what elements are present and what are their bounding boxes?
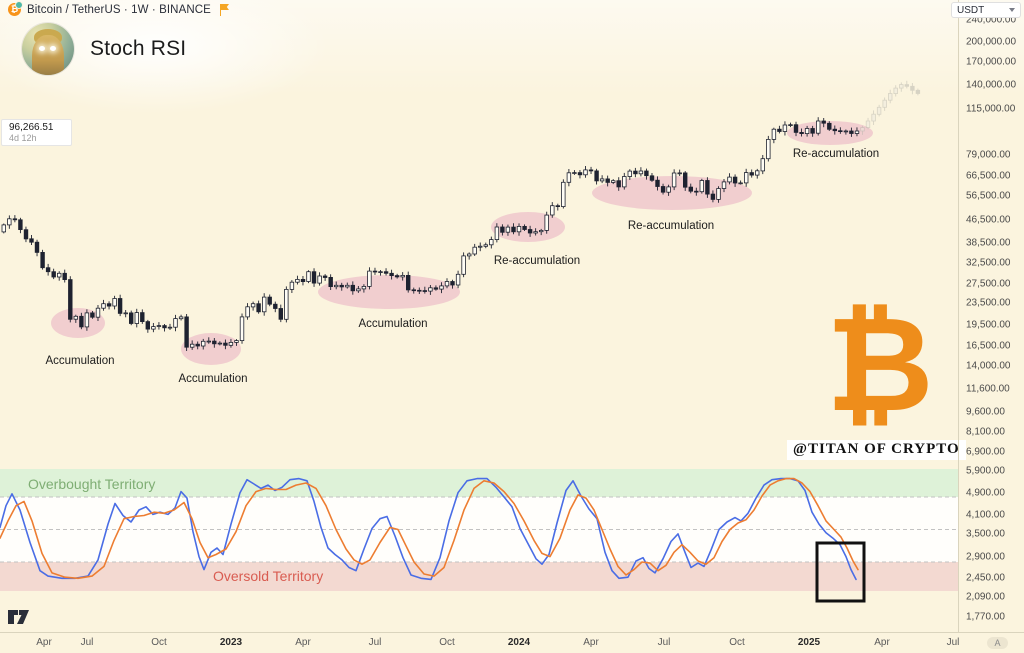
- overbought-territory-label: Overbought Territory: [28, 476, 156, 492]
- price-tick-label: 2,090.00: [966, 591, 1005, 603]
- time-tick-label: Jul: [80, 637, 94, 648]
- accumulation-label: Accumulation: [358, 318, 428, 330]
- price-tick-label: 9,600.00: [966, 406, 1005, 418]
- accumulation-label: Accumulation: [45, 355, 115, 367]
- time-axis-separator: [0, 632, 1024, 633]
- avatar: [22, 23, 74, 75]
- zone-ellipse: [181, 333, 241, 365]
- auto-scale-button[interactable]: A: [987, 637, 1008, 649]
- time-tick-label: Oct: [439, 637, 455, 648]
- price-axis[interactable]: 240,000.00 200,000.00 170,000.00 140,000.00…: [958, 0, 1024, 632]
- time-axis[interactable]: Apr Jul Oct 2023 Apr Jul Oct 2024 Apr Jul Oct 2025 A…: [0, 632, 960, 653]
- price-tick-label: 4,900.00: [966, 487, 1005, 499]
- time-tick-label: Jul: [368, 637, 382, 648]
- tradingview-logo[interactable]: [8, 610, 32, 626]
- re-accumulation-label: Re-accumulation: [627, 220, 715, 232]
- avatar-figure: [32, 35, 64, 75]
- time-tick-label: Oct: [151, 637, 167, 648]
- price-tick-label: 79,000.00: [966, 149, 1011, 161]
- price-tick-label: 3,500.00: [966, 528, 1005, 540]
- time-tick-label: 2025: [797, 637, 821, 648]
- time-tick-label: Jul: [946, 637, 960, 648]
- price-tick-label: 1,770.00: [966, 611, 1005, 623]
- currency-dropdown[interactable]: USDT: [951, 2, 1021, 18]
- candlestick-series: [1, 117, 860, 351]
- price-tick-label: 4,100.00: [966, 509, 1005, 521]
- bar-countdown: 4d 12h: [9, 133, 37, 143]
- price-tick-label: 19,500.00: [966, 319, 1011, 331]
- avatar-eye: [39, 46, 45, 51]
- current-price-value: 96,266.51: [9, 122, 54, 133]
- chevron-down-icon: [1009, 8, 1015, 12]
- re-accumulation-label: Re-accumulation: [792, 148, 880, 160]
- price-tick-label: 56,500.00: [966, 190, 1011, 202]
- accumulation-label: Accumulation: [178, 373, 248, 385]
- price-tick-label: 27,500.00: [966, 278, 1011, 289]
- zone-ellipse: [318, 275, 460, 309]
- zone-ellipse: [592, 176, 752, 210]
- price-tick-label: 140,000.00: [966, 79, 1017, 91]
- flag-icon[interactable]: [219, 3, 230, 16]
- projection-candles: [860, 80, 921, 135]
- indicator-title-block: Stoch RSI: [22, 23, 186, 75]
- price-tick-label: 46,500.00: [966, 214, 1011, 226]
- symbol-title[interactable]: Bitcoin / TetherUS · 1W · BINANCE: [27, 3, 211, 16]
- price-tick-label: 38,500.00: [966, 237, 1011, 248]
- price-tick-label: 170,000.00: [966, 56, 1017, 68]
- bitcoin-watermark-icon: ₿: [826, 288, 934, 442]
- avatar-eye: [50, 46, 56, 51]
- zone-ellipse: [787, 121, 873, 145]
- price-tick-label: 11,600.00: [966, 383, 1010, 394]
- time-tick-label: 2023: [219, 637, 243, 648]
- symbol-header: ₿ Bitcoin / TetherUS · 1W · BINANCE: [8, 1, 230, 17]
- time-tick-label: Apr: [874, 637, 890, 648]
- tether-badge-icon: [15, 1, 23, 9]
- price-tick-label: 6,900.00: [966, 446, 1005, 458]
- highlight-box: [815, 541, 866, 603]
- price-tick-label: 66,500.00: [966, 170, 1011, 182]
- price-tick-label: 200,000.00: [966, 36, 1017, 48]
- bitcoin-pair-icon: ₿: [8, 1, 23, 16]
- currency-dropdown-label: USDT: [957, 4, 985, 16]
- page-title: Stoch RSI: [90, 37, 187, 60]
- current-price-label: 96,266.51 4d 12h: [1, 119, 72, 146]
- re-accumulation-label: Re-accumulation: [493, 255, 581, 267]
- price-tick-label: 16,500.00: [966, 340, 1011, 352]
- oversold-territory-label: Oversold Territory: [213, 568, 324, 584]
- price-chart-canvas[interactable]: [0, 0, 958, 632]
- stoch-rsi-pane: [0, 469, 958, 591]
- price-tick-label: 23,500.00: [966, 297, 1011, 309]
- time-tick-label: Apr: [583, 637, 599, 648]
- time-tick-label: Apr: [295, 637, 311, 648]
- price-axis-separator: [958, 0, 959, 632]
- price-tick-label: 14,000.00: [966, 360, 1011, 372]
- price-tick-label: 115,000.00: [966, 103, 1016, 115]
- price-tick-label: 5,900.00: [966, 465, 1005, 477]
- time-tick-label: Jul: [657, 637, 671, 648]
- overbought-band: [0, 469, 958, 497]
- time-tick-label: Apr: [36, 637, 52, 648]
- price-tick-label: 8,100.00: [966, 426, 1005, 438]
- price-tick-label: 2,450.00: [966, 572, 1005, 584]
- oversold-band: [0, 562, 958, 591]
- stoch-d-line: [0, 477, 859, 580]
- price-tick-label: 2,900.00: [966, 551, 1005, 563]
- price-tick-label: 32,500.00: [966, 257, 1011, 269]
- time-tick-label: Oct: [729, 637, 745, 648]
- author-handle: @TITAN OF CRYPTO: [787, 440, 966, 460]
- time-tick-label: 2024: [507, 637, 531, 648]
